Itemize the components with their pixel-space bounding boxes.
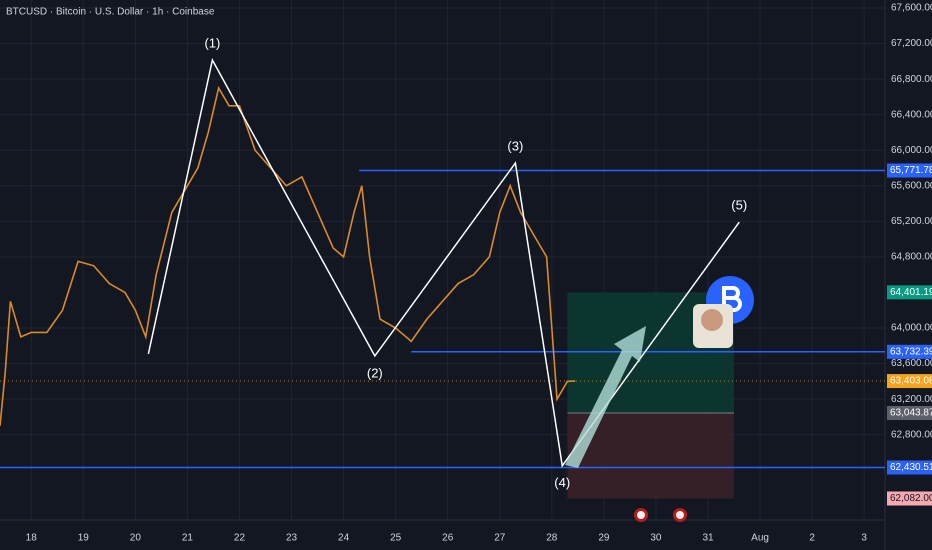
wave-label: (3) — [507, 138, 523, 153]
x-tick-label: 31 — [702, 533, 714, 544]
wave-label: (2) — [367, 365, 383, 380]
price-tag-label: 63,732.39 — [890, 346, 932, 357]
price-tag-label: 65,771.78 — [890, 165, 932, 176]
event-icons — [634, 508, 687, 522]
y-tick-label: 63,600.00 — [891, 358, 932, 369]
x-tick-label: 26 — [442, 533, 454, 544]
price-tag — [887, 460, 932, 475]
price-tag-label: 64,401.19 — [890, 287, 932, 298]
x-tick-label: 24 — [338, 533, 350, 544]
x-tick-label: 20 — [130, 533, 142, 544]
x-tick-label: 22 — [234, 533, 246, 544]
x-tick-label: Aug — [751, 533, 769, 544]
price-tag — [887, 374, 932, 389]
price-tag — [887, 163, 932, 178]
x-tick-label: 27 — [494, 533, 506, 544]
x-tick-label: 23 — [286, 533, 298, 544]
x-tick-label: 21 — [182, 533, 194, 544]
y-tick-label: 64,000.00 — [891, 323, 932, 334]
x-tick-label: 19 — [78, 533, 90, 544]
x-tick-label: 28 — [546, 533, 558, 544]
price-tag — [887, 405, 932, 420]
x-tick-label: 29 — [598, 533, 610, 544]
chart-title: BTCUSD · Bitcoin · U.S. Dollar · 1h · Co… — [6, 7, 215, 18]
price-tag-label: 63,403.08 — [890, 376, 932, 387]
y-tick-label: 67,200.00 — [891, 38, 932, 49]
price-tag — [887, 285, 932, 300]
price-series — [0, 85, 576, 426]
bitcoin-icon — [693, 276, 754, 348]
y-tick-label: 67,600.00 — [891, 3, 932, 14]
price-tag-label: 62,430.51 — [890, 462, 932, 473]
wave-label: (5) — [731, 198, 747, 213]
y-tick-label: 63,200.00 — [891, 394, 932, 405]
y-tick-label: 66,400.00 — [891, 109, 932, 120]
y-tick-label: 66,000.00 — [891, 145, 932, 156]
wave-label: (1) — [204, 35, 220, 50]
wave-label: (4) — [554, 475, 570, 490]
x-tick-label: 18 — [26, 533, 38, 544]
price-tag — [887, 344, 932, 359]
x-tick-label: 25 — [390, 533, 402, 544]
y-tick-label: 66,800.00 — [891, 74, 932, 85]
x-tick-label: 3 — [861, 533, 867, 544]
price-tag-label: 62,082.00 — [890, 493, 932, 504]
y-tick-label: 62,800.00 — [891, 429, 932, 440]
price-tag — [887, 491, 932, 506]
y-tick-label: 64,800.00 — [891, 252, 932, 263]
x-tick-label: 30 — [650, 533, 662, 544]
y-tick-label: 65,600.00 — [891, 180, 932, 191]
arrow — [565, 326, 646, 468]
price-tag-label: 63,043.87 — [890, 408, 932, 419]
y-tick-label: 65,200.00 — [891, 216, 932, 227]
x-tick-label: 2 — [809, 533, 815, 544]
